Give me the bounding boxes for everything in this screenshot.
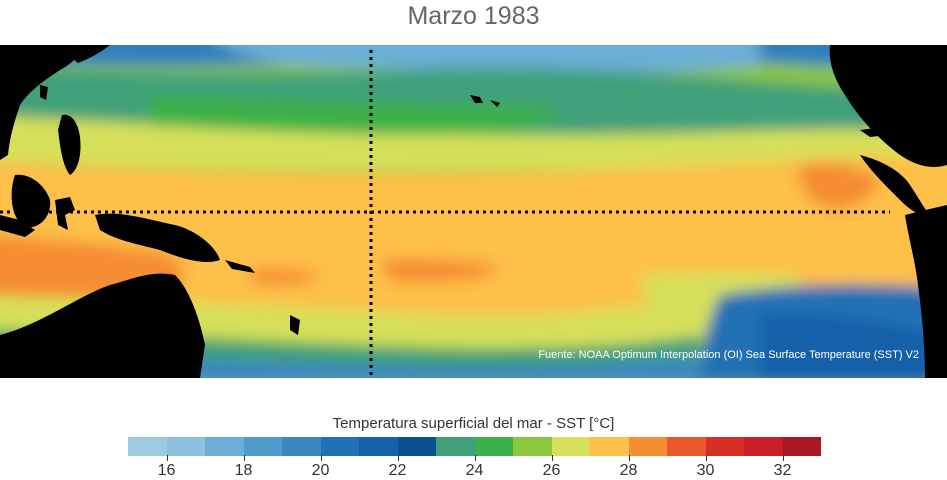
solomon-islands [225,260,255,273]
colorbar-tick [166,455,168,461]
colorbar-swatch [590,437,629,456]
colorbar-tick [474,455,476,461]
asia-landmass [0,45,90,160]
south-america [905,205,947,378]
colorbar-tick-label: 20 [311,462,330,479]
new-guinea [95,213,220,262]
land-masses [0,45,947,378]
colorbar-tick-label: 32 [773,462,792,479]
colorbar-tick [320,455,322,461]
borneo-island [11,174,51,228]
colorbar-tick-label: 18 [234,462,253,479]
colorbar-tick [782,455,784,461]
colorbar-swatch [243,437,282,456]
sst-map [0,45,947,378]
colorbar-tick-labels: 16 18 20 22 24 26 28 30 32 [128,462,821,480]
caribbean-islands [860,125,905,137]
colorbar-ticks [128,455,821,461]
taiwan-island [40,85,48,100]
map-title: Marzo 1983 [407,2,540,30]
colorbar-swatch [166,437,205,456]
philippines [58,114,81,175]
colorbar-swatch [320,437,359,456]
colorbar-swatch [128,437,167,456]
hawaii-islands [470,95,500,107]
australia [0,273,205,378]
north-america [829,45,947,167]
colorbar-tick-label: 26 [542,462,561,479]
colorbar-tick-label: 28 [619,462,638,479]
colorbar-swatch [474,437,513,456]
colorbar-swatch [397,437,436,456]
colorbar-swatch [782,437,821,456]
colorbar-tick-label: 30 [696,462,715,479]
colorbar-swatch [667,437,706,456]
colorbar-swatch [744,437,783,456]
central-america [860,155,930,216]
sumatra-java [0,215,35,237]
colorbar-swatch [205,437,244,456]
colorbar-tick-label: 24 [465,462,484,479]
colorbar [128,437,821,456]
colorbar-swatch [513,437,552,456]
colorbar-swatch [359,437,398,456]
colorbar-tick [705,455,707,461]
colorbar-swatch [282,437,321,456]
colorbar-swatch [551,437,590,456]
colorbar-swatch [705,437,744,456]
colorbar-swatch [436,437,475,456]
colorbar-tick-label: 22 [388,462,407,479]
data-source-note: Fuente: NOAA Optimum Interpolation (OI) … [538,349,919,361]
colorbar-tick [551,455,553,461]
colorbar-tick-label: 16 [157,462,176,479]
colorbar-swatch [628,437,667,456]
colorbar-label: Temperatura superficial del mar - SST [°… [332,415,615,432]
colorbar-tick [243,455,245,461]
japan-island [70,45,110,63]
new-zealand-north [290,315,300,335]
colorbar-tick [628,455,630,461]
colorbar-tick [397,455,399,461]
